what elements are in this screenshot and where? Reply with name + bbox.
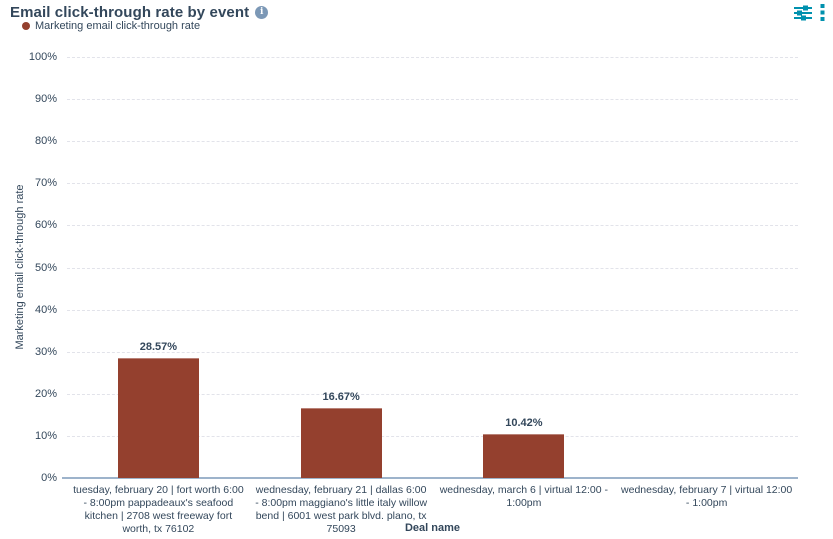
x-axis-line: [62, 477, 798, 479]
y-axis-tick-label: 70%: [34, 177, 57, 190]
kebab-menu-icon[interactable]: [820, 4, 825, 21]
bar-3[interactable]: [483, 434, 565, 478]
report-header: Email click-through rate by event i: [10, 4, 825, 21]
x-axis-category-label: wednesday, february 7 | virtual 12:00 - …: [621, 484, 793, 509]
y-axis-tick-label: 100%: [28, 51, 57, 63]
gridline: [67, 225, 798, 227]
gridline: [67, 267, 798, 269]
y-axis-tick-label: 80%: [34, 135, 57, 148]
gridline: [67, 141, 798, 143]
y-axis-tick-label: 20%: [34, 387, 57, 400]
bar-2[interactable]: [300, 407, 382, 478]
x-axis-category-label: wednesday, march 6 | virtual 12:00 - 1:0…: [439, 484, 609, 509]
filters-icon[interactable]: [794, 5, 812, 21]
bar-value-label: 28.57%: [139, 340, 178, 353]
bar-value-label: 16.67%: [322, 390, 360, 403]
gridline: [67, 57, 798, 58]
y-axis-tick-label: 0%: [41, 472, 57, 484]
x-axis-title: Deal name: [404, 522, 461, 534]
legend-label: Marketing email click-through rate: [35, 20, 201, 32]
gridline: [67, 99, 798, 101]
legend-marker-icon: [22, 22, 30, 30]
y-axis-tick-label: 60%: [34, 219, 57, 232]
gridline: [67, 435, 798, 437]
x-axis-category-label: tuesday, february 20 | fort worth 6:00 -…: [73, 484, 244, 535]
legend-item[interactable]: Marketing email click-through rate: [22, 20, 200, 32]
gridline: [67, 393, 798, 395]
y-axis-tick-label: 90%: [34, 93, 57, 106]
info-icon[interactable]: i: [255, 6, 269, 19]
y-axis-tick-label: 50%: [34, 261, 57, 274]
y-axis-tick-label: 40%: [34, 303, 57, 316]
x-axis-category-label: wednesday, february 21 | dallas 6:00 - 8…: [255, 484, 428, 535]
bar-1[interactable]: [117, 357, 199, 478]
y-axis-tick-label: 10%: [34, 429, 57, 442]
page-title: Email click-through rate by event: [10, 4, 250, 21]
gridline: [67, 183, 798, 185]
header-actions: [794, 4, 825, 21]
gridline: [67, 309, 798, 311]
y-axis-tick-label: 30%: [34, 345, 57, 358]
gridline: [67, 351, 798, 353]
bar-value-label: 10.42%: [505, 417, 543, 430]
